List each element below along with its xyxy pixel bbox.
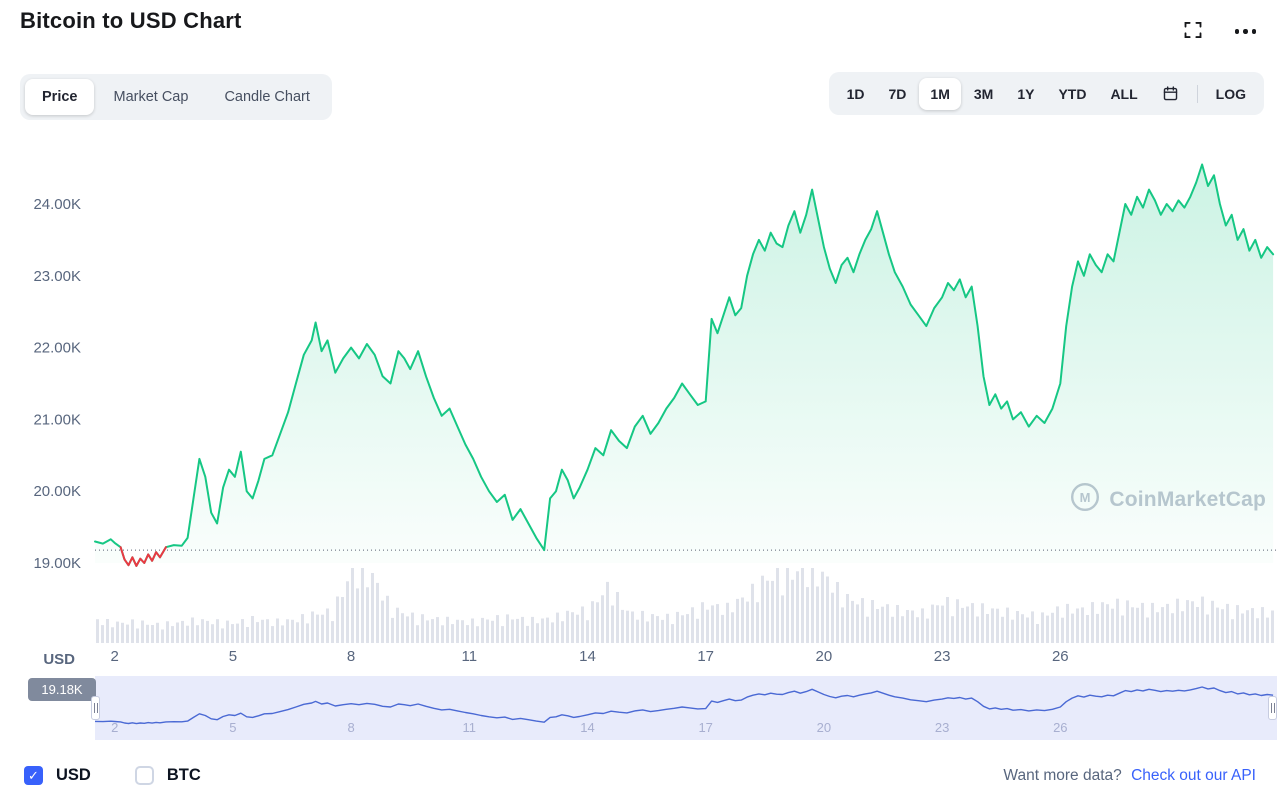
svg-text:5: 5 xyxy=(229,720,236,735)
api-link[interactable]: Check out our API xyxy=(1131,766,1256,784)
range-3m-button[interactable]: 3M xyxy=(963,78,1004,110)
svg-text:23.00K: 23.00K xyxy=(33,268,81,285)
svg-text:26: 26 xyxy=(1053,720,1067,735)
svg-text:2: 2 xyxy=(111,648,119,665)
more-options-button[interactable] xyxy=(1233,27,1259,36)
svg-text:11: 11 xyxy=(462,648,478,665)
svg-text:19.00K: 19.00K xyxy=(33,555,81,572)
checkbox-checked-icon: ✓ xyxy=(24,766,43,785)
toolbar-divider xyxy=(1196,84,1198,103)
calendar-icon xyxy=(1162,85,1179,102)
usd-checkbox[interactable]: ✓ USD xyxy=(24,766,91,785)
range-ytd-button[interactable]: YTD xyxy=(1047,78,1097,110)
navigator-handle-left[interactable] xyxy=(91,696,100,720)
chart-footer: ✓ USD BTC Want more data? Check out our … xyxy=(0,756,1280,795)
price-chart[interactable]: M CoinMarketCap 24.00K23.00K22.00K21.00K… xyxy=(0,140,1280,701)
api-cta: Want more data? Check out our API xyxy=(1003,767,1256,785)
fullscreen-icon xyxy=(1183,20,1203,43)
svg-text:20: 20 xyxy=(817,720,831,735)
svg-text:14: 14 xyxy=(580,720,594,735)
range-all-button[interactable]: ALL xyxy=(1099,78,1148,110)
range-1m-button[interactable]: 1M xyxy=(919,77,961,110)
tab-market-cap[interactable]: Market Cap xyxy=(96,79,205,115)
chart-navigator[interactable]: 2 5 8 11 14 17 20 23 26 xyxy=(94,676,1277,740)
chart-type-tabs: Price Market Cap Candle Chart xyxy=(20,74,332,120)
svg-text:23: 23 xyxy=(934,648,951,665)
svg-text:20.00K: 20.00K xyxy=(33,483,81,500)
svg-text:22.00K: 22.00K xyxy=(33,340,81,357)
log-scale-button[interactable]: LOG xyxy=(1205,78,1257,110)
tab-candle-chart[interactable]: Candle Chart xyxy=(207,79,326,115)
custom-date-range-button[interactable] xyxy=(1151,77,1190,110)
header-actions xyxy=(1181,18,1259,45)
btc-checkbox-label: BTC xyxy=(166,766,201,784)
svg-text:23: 23 xyxy=(935,720,949,735)
y-axis-currency-label: USD xyxy=(43,651,75,668)
range-1y-button[interactable]: 1Y xyxy=(1006,78,1045,110)
svg-text:11: 11 xyxy=(463,720,477,735)
svg-text:8: 8 xyxy=(347,648,355,665)
svg-text:5: 5 xyxy=(229,648,237,665)
svg-text:17: 17 xyxy=(697,648,714,665)
svg-text:2: 2 xyxy=(111,720,118,735)
range-1d-button[interactable]: 1D xyxy=(836,78,876,110)
svg-text:14: 14 xyxy=(579,648,596,665)
navigator-svg: 2 5 8 11 14 17 20 23 26 xyxy=(94,686,1274,735)
fullscreen-button[interactable] xyxy=(1181,18,1205,45)
svg-text:17: 17 xyxy=(698,720,712,735)
svg-text:20: 20 xyxy=(816,648,833,665)
svg-text:24.00K: 24.00K xyxy=(33,196,81,213)
tab-price[interactable]: Price xyxy=(25,79,95,115)
page-title: Bitcoin to USD Chart xyxy=(20,8,242,33)
currency-toggles: ✓ USD BTC xyxy=(24,766,201,785)
usd-checkbox-label: USD xyxy=(56,766,91,784)
cta-text: Want more data? xyxy=(1003,766,1122,784)
time-range-toolbar: 1D 7D 1M 3M 1Y YTD ALL LOG xyxy=(828,72,1264,115)
range-7d-button[interactable]: 7D xyxy=(878,78,918,110)
ellipsis-icon xyxy=(1234,29,1256,34)
btc-checkbox[interactable]: BTC xyxy=(134,766,201,785)
price-chart-svg[interactable]: 24.00K 23.00K 22.00K 21.00K 20.00K 19.00K 2 5 8 1… xyxy=(0,140,1280,675)
svg-text:21.00K: 21.00K xyxy=(33,411,81,428)
navigator-handle-right[interactable] xyxy=(1268,696,1277,720)
svg-text:8: 8 xyxy=(347,720,354,735)
svg-text:26: 26 xyxy=(1052,648,1069,665)
checkbox-unchecked-icon xyxy=(134,766,154,785)
current-price-badge: 19.18K xyxy=(28,678,96,701)
